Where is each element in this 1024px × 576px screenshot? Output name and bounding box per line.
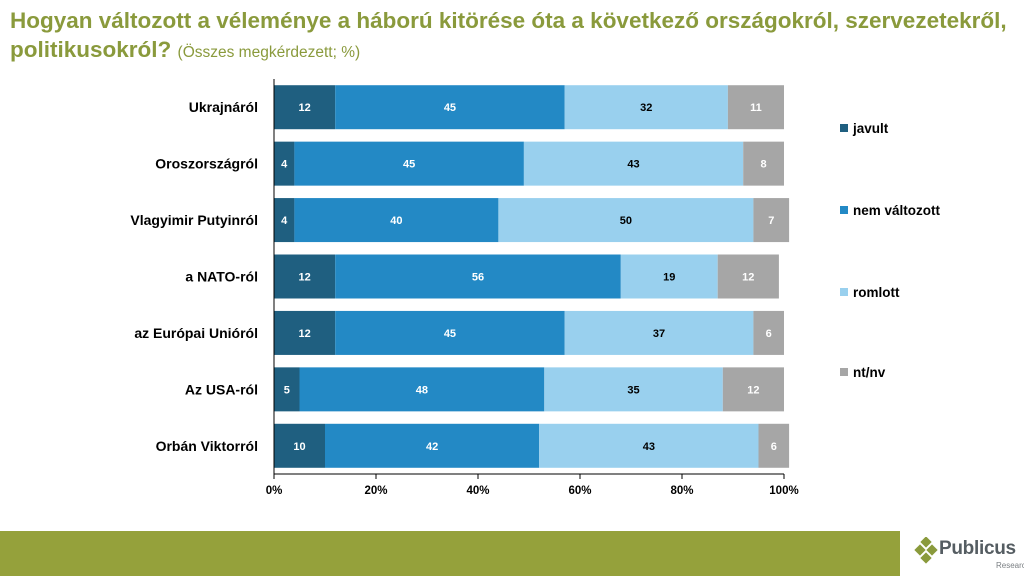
bar-segment xyxy=(620,254,718,299)
bar-segment xyxy=(299,367,545,412)
data-label: 45 xyxy=(444,328,456,340)
category-label: Vlagyimir Putyinról xyxy=(130,212,258,228)
bar-segment xyxy=(753,198,790,243)
data-label: 50 xyxy=(620,215,632,227)
bar-segment xyxy=(564,310,754,355)
data-label: 12 xyxy=(298,272,310,284)
data-label: 10 xyxy=(293,441,305,453)
bar-segment xyxy=(274,254,336,299)
bar-segment xyxy=(743,141,784,186)
category-label: a NATO-ról xyxy=(185,269,258,285)
data-label: 35 xyxy=(627,384,639,396)
legend-label: javult xyxy=(852,121,889,136)
logo-subtext: Research xyxy=(996,561,1024,570)
data-label: 40 xyxy=(390,215,402,227)
category-label: az Európai Unióról xyxy=(134,325,258,341)
data-label: 7 xyxy=(768,215,774,227)
bar-segment xyxy=(727,85,784,130)
legend-swatch xyxy=(840,368,848,376)
legend-swatch xyxy=(840,288,848,296)
bar-segment xyxy=(717,254,779,299)
footer-bar xyxy=(0,531,900,576)
data-label: 45 xyxy=(403,159,415,171)
data-label: 5 xyxy=(284,384,290,396)
data-label: 45 xyxy=(444,102,456,114)
category-label: Oroszországról xyxy=(155,156,258,172)
x-tick-label: 60% xyxy=(568,485,591,497)
data-label: 8 xyxy=(761,159,767,171)
data-label: 4 xyxy=(281,215,288,227)
bar-segment xyxy=(274,85,336,130)
publicus-diamond-icon xyxy=(914,537,938,564)
bar-segment xyxy=(544,367,723,412)
bar-segment xyxy=(294,141,524,186)
bar-segment xyxy=(758,423,790,468)
bar-segment xyxy=(335,254,621,299)
x-tick-label: 100% xyxy=(769,485,798,497)
data-label: 11 xyxy=(750,102,762,114)
bar-segment xyxy=(722,367,784,412)
x-tick-label: 0% xyxy=(266,485,283,497)
data-label: 42 xyxy=(426,441,438,453)
data-label: 56 xyxy=(472,272,484,284)
bar-segment xyxy=(335,310,565,355)
data-label: 12 xyxy=(298,328,310,340)
data-label: 6 xyxy=(766,328,772,340)
legend-label: romlott xyxy=(853,285,900,300)
bar-segment xyxy=(294,198,499,243)
data-label: 12 xyxy=(742,272,754,284)
category-label: Orbán Viktorról xyxy=(156,438,258,454)
data-label: 43 xyxy=(643,441,655,453)
bar-segment xyxy=(523,141,744,186)
bar-segment xyxy=(274,423,325,468)
logo-text: Publicus xyxy=(939,538,1016,559)
publicus-logo: Publicus Research xyxy=(912,533,1024,576)
legend-label: nt/nv xyxy=(853,365,886,380)
legend-swatch xyxy=(840,124,848,132)
chart-title-note: (Összes megkérdezett; %) xyxy=(177,44,361,61)
chart-title-main: Hogyan változott a véleménye a háború ki… xyxy=(10,8,1007,62)
data-label: 37 xyxy=(653,328,665,340)
bar-segment xyxy=(498,198,754,243)
bar-segment xyxy=(564,85,728,130)
bar-segment xyxy=(274,310,336,355)
bar-segment xyxy=(539,423,759,468)
bar-segment xyxy=(274,198,295,243)
bar-segment xyxy=(274,141,295,186)
data-label: 12 xyxy=(298,102,310,114)
data-label: 19 xyxy=(663,272,675,284)
legend-swatch xyxy=(840,206,848,214)
data-label: 48 xyxy=(416,384,428,396)
bar-segment xyxy=(325,423,540,468)
x-tick-label: 80% xyxy=(670,485,693,497)
data-label: 6 xyxy=(771,441,777,453)
legend-label: nem változott xyxy=(853,203,941,218)
bar-segment xyxy=(335,85,565,130)
x-tick-label: 40% xyxy=(466,485,489,497)
category-label: Ukrajnáról xyxy=(189,99,258,115)
data-label: 4 xyxy=(281,159,288,171)
x-tick-label: 20% xyxy=(364,485,387,497)
data-label: 32 xyxy=(640,102,652,114)
data-label: 43 xyxy=(627,159,639,171)
bar-segment xyxy=(753,310,784,355)
category-label: Az USA-ról xyxy=(185,381,258,397)
chart-title: Hogyan változott a véleménye a háború ki… xyxy=(10,6,1010,67)
bar-segment xyxy=(274,367,300,412)
data-label: 12 xyxy=(747,384,759,396)
